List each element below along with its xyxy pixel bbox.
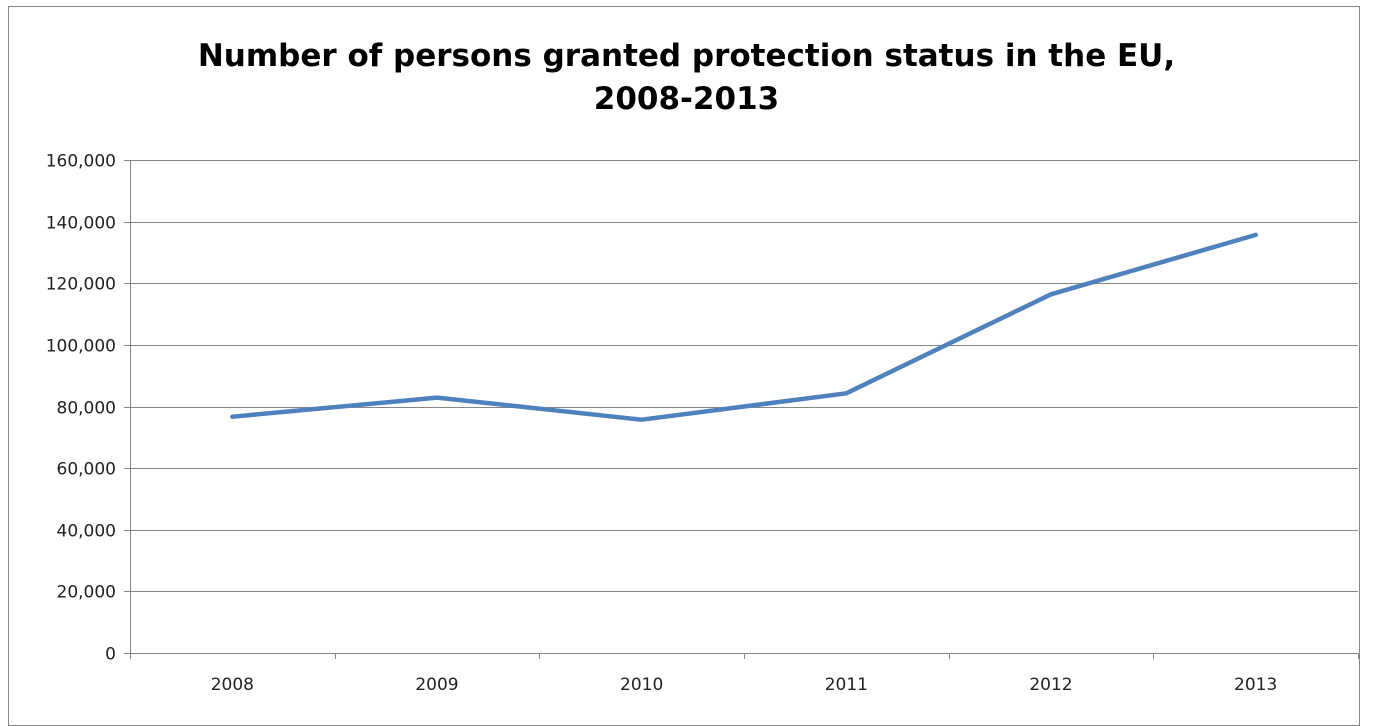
- y-tick-label: 160,000: [46, 152, 116, 172]
- y-tick-label: 40,000: [57, 522, 116, 542]
- x-tick-label: 2013: [1234, 675, 1277, 695]
- y-tick-label: 60,000: [57, 460, 116, 480]
- series-layer: [232, 235, 1256, 420]
- y-tick-label: 140,000: [46, 214, 116, 234]
- x-tick-label: 2008: [211, 675, 254, 695]
- y-tick-label: 0: [105, 645, 116, 665]
- y-tick-label: 100,000: [46, 337, 116, 357]
- x-tick-label: 2010: [620, 675, 663, 695]
- x-tick-label: 2009: [415, 675, 458, 695]
- line-chart: 0 20,000 40,000 60,000 80,000 100,000 120,000 1…: [0, 0, 1373, 703]
- x-tick-label: 2011: [825, 675, 868, 695]
- y-tick-label: 120,000: [46, 275, 116, 295]
- gridlines: [130, 161, 1358, 592]
- tick-labels: 0 20,000 40,000 60,000 80,000 100,000 120,000 1…: [46, 152, 1278, 696]
- x-tick-label: 2012: [1029, 675, 1072, 695]
- y-tick-label: 80,000: [57, 399, 116, 419]
- y-tick-label: 20,000: [57, 583, 116, 603]
- series-line: [232, 235, 1255, 420]
